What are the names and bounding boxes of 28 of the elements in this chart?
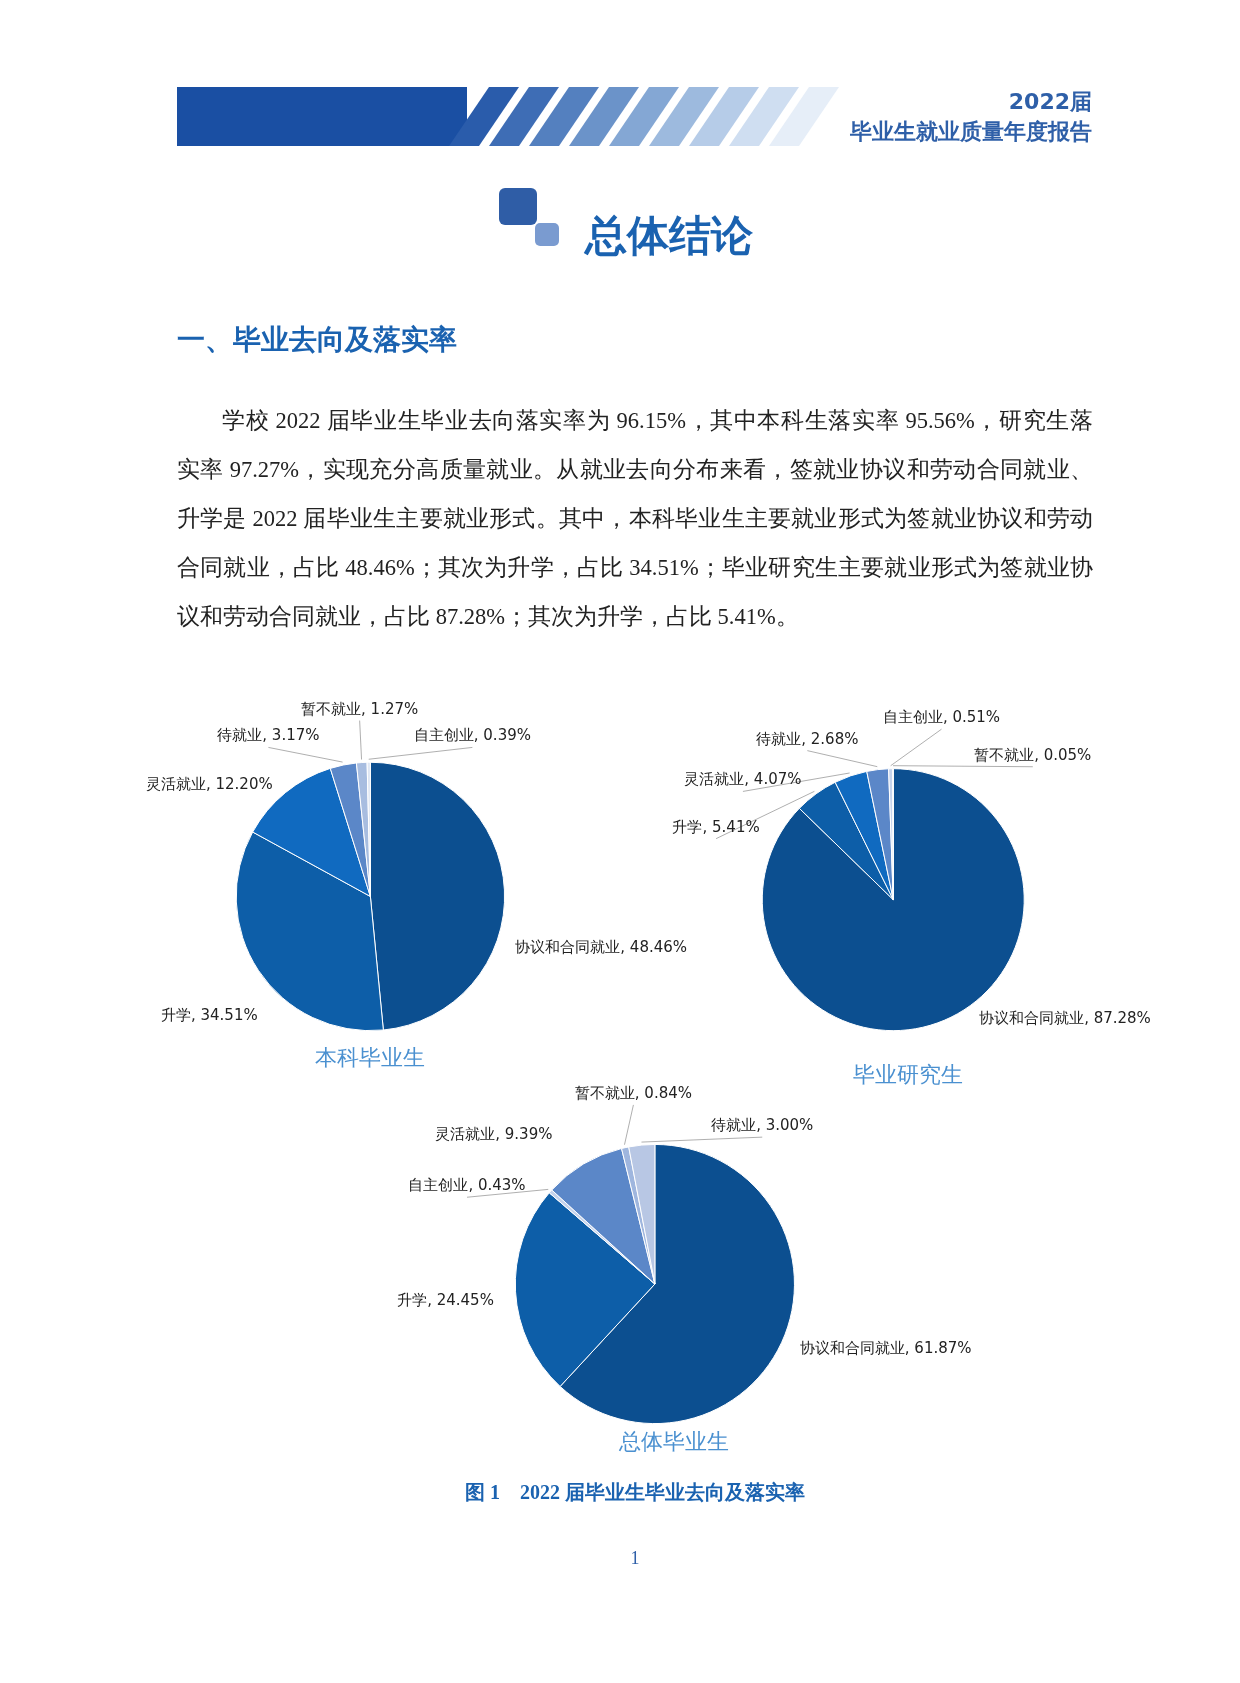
slice-label: 升学, 34.51% [160,1004,258,1026]
slice-label: 暂不就业, 0.84% [574,1082,692,1104]
slice-label: 暂不就业, 0.05% [974,744,1092,766]
slice-label: 升学, 24.45% [397,1290,494,1312]
text: 一、毕业去向及落实率 [177,323,457,357]
slice-label: 暂不就业, 1.27% [301,698,419,720]
slice-label: 协议和合同就业, 48.46% [515,936,688,958]
slice-label: 自主创业, 0.51% [882,707,1001,729]
text: 2022届 [1008,88,1092,116]
text: 毕业研究生 [853,1061,964,1087]
slice-label: 自主创业, 0.39% [413,725,531,747]
slice-label: 协议和合同就业, 87.28% [979,1007,1151,1029]
caption: 图 1 2022 届毕业生毕业去向及落实率 [464,1480,806,1504]
slice-label: 升学, 5.41% [672,816,760,838]
slice-label: 待就业, 3.00% [711,1115,814,1137]
slice-label: 灵活就业, 9.39% [435,1123,553,1145]
slice-label: 自主创业, 0.43% [408,1175,526,1197]
slice-label: 灵活就业, 12.20% [145,773,273,795]
slice-label: 待就业, 2.68% [756,728,859,750]
slice-label: 灵活就业, 4.07% [684,769,802,791]
text: 总体结论 [585,210,753,262]
text: 总体毕业生 [618,1428,730,1454]
text: 本科毕业生 [315,1045,426,1071]
slice-label: 待就业, 3.17% [217,725,320,747]
text: 学校 2022 届毕业生毕业去向落实率为 96.15%，其中本科生落实率 95.56%，研究生落实率 97.27%，实现充分高质量就业。从就业去向分布来看，签就业协议和劳动合同就业、升学是 2022 届毕业生主要就业形式。其中，本科毕业生主要就业形式为签就业协议和劳动合同就业，占比 48.46%；其次为升学，占比 34.51%；毕业研究生主要就业形式为签就业协议和劳动合同就业，占比 87.28%；其次为升学，占比 5.41%。 [177,407,1093,631]
text: 1 [629,1548,641,1570]
text: 毕业生就业质量年度报告 [850,118,1092,146]
slice-label: 协议和合同就业, 61.87% [799,1338,972,1360]
